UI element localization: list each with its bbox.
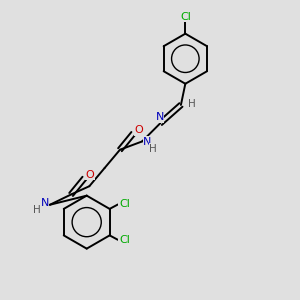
Text: N: N: [40, 198, 49, 208]
Text: O: O: [134, 125, 143, 135]
Text: H: H: [33, 205, 41, 215]
Text: H: H: [149, 144, 157, 154]
Text: Cl: Cl: [119, 199, 130, 209]
Text: N: N: [143, 137, 152, 147]
Text: Cl: Cl: [119, 235, 130, 245]
Text: N: N: [155, 112, 164, 122]
Text: H: H: [188, 99, 196, 110]
Text: Cl: Cl: [180, 12, 191, 22]
Text: O: O: [85, 170, 94, 180]
